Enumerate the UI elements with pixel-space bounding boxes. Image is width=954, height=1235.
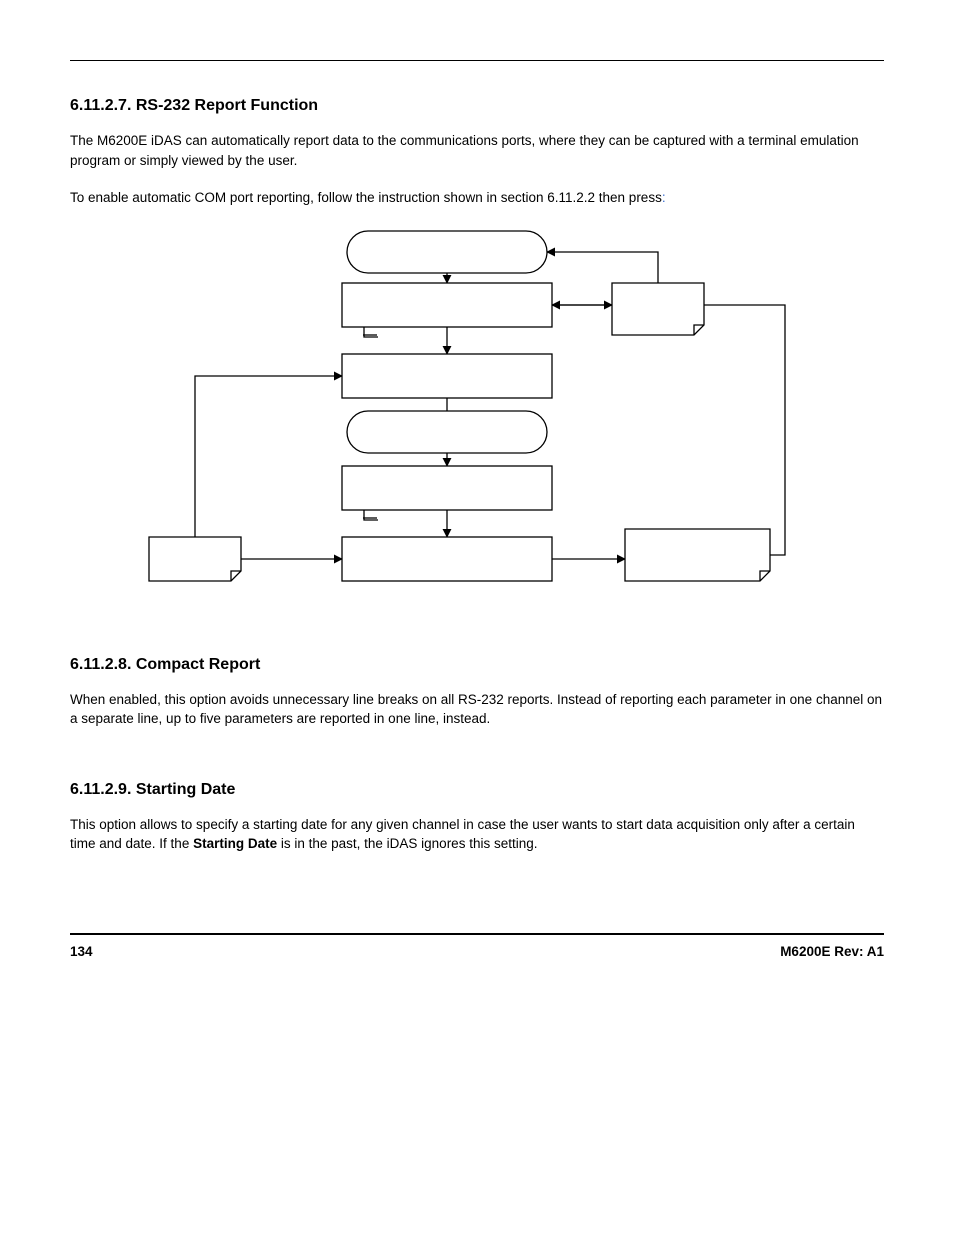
footer-rule	[70, 933, 884, 935]
para-rs232-1: The M6200E iDAS can automatically report…	[70, 131, 884, 170]
heading-starting-date: 6.11.2.9. Starting Date	[70, 781, 884, 799]
flowchart-svg	[137, 226, 817, 616]
sd-bold: Starting Date	[193, 836, 277, 851]
top-rule	[70, 60, 884, 61]
para-starting-date: This option allows to specify a starting…	[70, 815, 884, 854]
page-footer: 134 M6200E Rev: A1	[70, 944, 884, 959]
heading-compact: 6.11.2.8. Compact Report	[70, 656, 884, 674]
colon: :	[662, 190, 666, 205]
sd-text-b: is in the past, the iDAS ignores this se…	[277, 836, 537, 851]
flowchart-diagram	[137, 226, 817, 616]
para-compact: When enabled, this option avoids unneces…	[70, 690, 884, 729]
para-rs232-2-text: To enable automatic COM port reporting, …	[70, 190, 662, 205]
page-number: 134	[70, 944, 93, 959]
para-rs232-2: To enable automatic COM port reporting, …	[70, 188, 884, 208]
doc-revision: M6200E Rev: A1	[780, 944, 884, 959]
document-page: 6.11.2.7. RS-232 Report Function The M62…	[0, 0, 954, 1235]
heading-rs232: 6.11.2.7. RS-232 Report Function	[70, 97, 884, 115]
